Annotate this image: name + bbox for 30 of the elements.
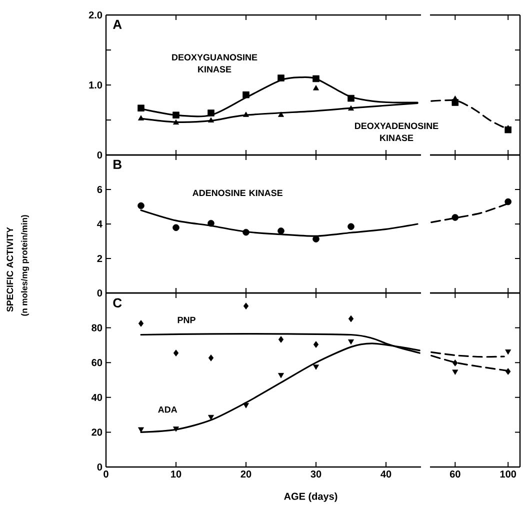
y-tick-label: 40 <box>92 394 102 401</box>
text: (n moles/mg protein/min) <box>21 215 30 316</box>
x-axis-title: AGE (days) <box>284 492 338 502</box>
y-tick-label: 6 <box>97 186 102 194</box>
annotation: B <box>114 160 122 169</box>
y-tick-label: 20 <box>92 428 102 436</box>
y-tick-label: 0 <box>97 463 102 471</box>
x-tick-label: 20 <box>240 470 252 478</box>
x-tick-label: 40 <box>380 470 392 478</box>
x-tick-label: 30 <box>310 470 322 478</box>
text: ADENOSINE KINASE <box>192 190 282 196</box>
y-tick-label: 2 <box>97 255 102 262</box>
y-tick-label: 0 <box>97 151 102 159</box>
y-tick-label: 80 <box>92 324 102 332</box>
text: DEOXYGUANOSINE KINASE <box>172 54 258 72</box>
annotation: C <box>113 298 122 308</box>
y-tick-label: 0 <box>97 289 102 297</box>
series-label: ADA <box>158 406 178 413</box>
x-tick-label: 100 <box>500 470 516 478</box>
x-tick-label: 60 <box>450 470 460 478</box>
annotation: A <box>113 20 122 29</box>
y-axis-title: SPECIFIC ACTIVITY <box>6 227 14 312</box>
y-tick-label: 1.0 <box>89 81 102 89</box>
text: PNP <box>178 316 196 324</box>
y-tick-label: 4 <box>97 220 102 228</box>
x-tick-label: 10 <box>171 470 182 478</box>
series-label: DEOXYADENOSINE KINASE <box>355 122 438 142</box>
x-tick-label: 0 <box>104 470 108 478</box>
y-tick-label: 60 <box>92 359 102 366</box>
y-tick-label: 2.0 <box>88 11 102 19</box>
